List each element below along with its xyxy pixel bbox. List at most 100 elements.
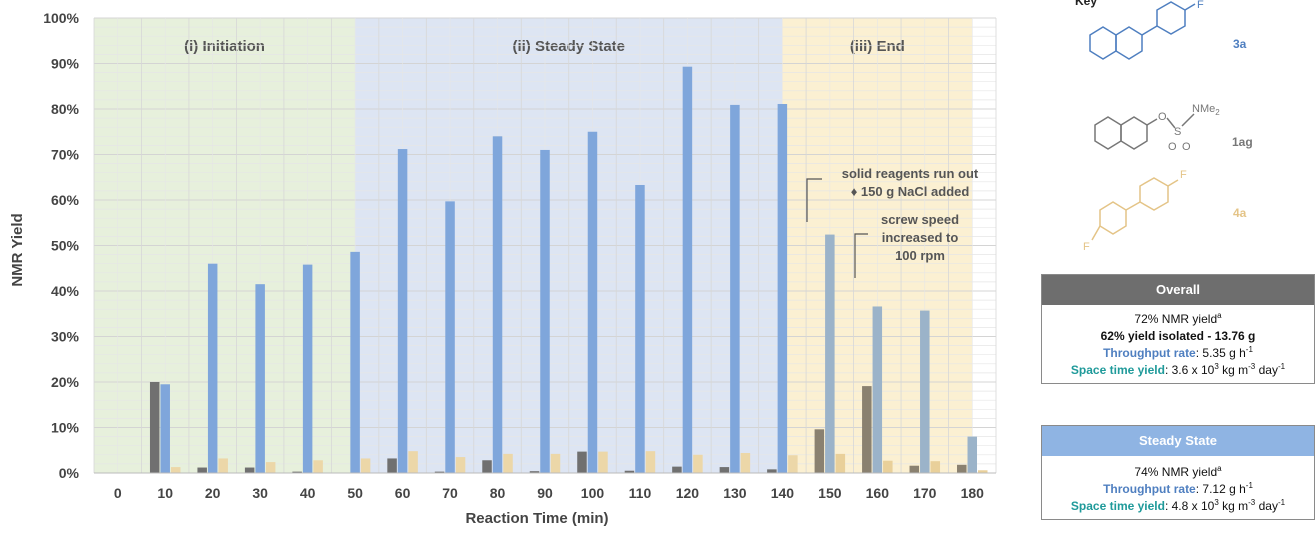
bar-3a-160	[872, 306, 883, 473]
annotation-2-line: 100 rpm	[895, 248, 945, 263]
x-tick-label: 140	[771, 485, 795, 501]
structure-4a-f1: F	[1180, 169, 1187, 181]
bar-3a-30	[255, 284, 265, 473]
overall-throughput: Throughput rate: 5.35 g h-1	[1103, 345, 1253, 361]
x-tick-label: 70	[442, 485, 458, 501]
annotation-bracket-2	[854, 233, 868, 278]
y-tick-label: 30%	[51, 329, 80, 345]
x-tick-label: 180	[961, 485, 985, 501]
bar-4a-150	[835, 453, 846, 473]
y-tick-label: 50%	[51, 238, 80, 254]
y-tick-label: 60%	[51, 192, 80, 208]
x-tick-label: 80	[490, 485, 506, 501]
y-tick-label: 100%	[43, 10, 79, 26]
compound-label-4a: 4a	[1233, 206, 1247, 220]
compound-label-3a: 3a	[1233, 37, 1247, 51]
y-tick-label: 10%	[51, 420, 80, 436]
annotation-bracket-1	[806, 178, 822, 222]
bar-3a-90	[540, 149, 550, 473]
annotation-1-line: ♦ 150 g NaCl added	[851, 184, 970, 199]
bar-1ag-170	[909, 465, 920, 473]
phase-label-0: (i) Initiation	[184, 38, 265, 55]
bar-4a-130	[740, 452, 751, 473]
bar-4a-30	[265, 462, 276, 473]
y-tick-label: 70%	[51, 147, 80, 163]
structure-3a	[1089, 1, 1196, 60]
bar-1ag-180	[957, 464, 967, 473]
key-title: Key	[1075, 0, 1098, 8]
bar-4a-110	[645, 451, 656, 473]
x-tick-label: 40	[300, 485, 316, 501]
bar-3a-180	[967, 436, 978, 473]
x-tick-label: 60	[395, 485, 411, 501]
structure-4a	[1091, 177, 1179, 241]
bar-4a-180	[978, 470, 988, 473]
bar-4a-100	[598, 451, 608, 473]
annotation-1-line: solid reagents run out	[842, 166, 979, 181]
bar-3a-100	[587, 131, 598, 473]
bar-3a-60	[397, 149, 408, 474]
x-tick-label: 160	[866, 485, 890, 501]
bar-4a-120	[693, 454, 703, 473]
steady-state-panel-body: 74% NMR yielda Throughput rate: 7.12 g h…	[1042, 456, 1314, 519]
structure-1ag-o2: O	[1168, 141, 1177, 153]
x-tick-label: 30	[252, 485, 268, 501]
overall-panel-title: Overall	[1042, 275, 1314, 305]
x-tick-label: 100	[581, 485, 605, 501]
steady-state-panel-title: Steady State	[1042, 426, 1314, 456]
x-axis-label: Reaction Time (min)	[465, 510, 608, 527]
x-tick-label: 50	[347, 485, 363, 501]
bar-1ag-110	[624, 470, 635, 473]
structure-4a-f2: F	[1083, 241, 1090, 253]
bar-4a-160	[883, 460, 893, 473]
steady-space-time-yield: Space time yield: 4.8 x 103 kg m-3 day-1	[1070, 498, 1286, 514]
x-tick-label: 120	[676, 485, 700, 501]
bar-4a-80	[503, 453, 513, 473]
y-tick-label: 0%	[59, 465, 80, 481]
x-tick-label: 90	[537, 485, 553, 501]
bar-1ag-30	[244, 467, 255, 473]
bar-3a-170	[920, 310, 930, 473]
bar-3a-110	[635, 184, 645, 474]
bar-3a-40	[302, 264, 313, 473]
bar-3a-150	[825, 234, 835, 473]
bar-1ag-100	[577, 451, 587, 473]
structure-1ag-nme2: NMe2	[1192, 103, 1220, 117]
bar-1ag-10	[149, 382, 160, 473]
bar-1ag-150	[814, 429, 825, 473]
bar-4a-40	[313, 460, 323, 473]
yield-bar-chart: (i) Initiation (ii) Steady State (iii) End…	[9, 10, 997, 527]
bar-1ag-80	[482, 460, 492, 473]
compound-label-1ag: 1ag	[1232, 135, 1253, 149]
annotation-2-line: screw speed	[881, 212, 959, 227]
annotation-2-line: increased to	[882, 230, 959, 245]
bar-1ag-60	[387, 458, 397, 473]
y-tick-label: 40%	[51, 283, 80, 299]
bar-4a-90	[550, 453, 561, 473]
y-axis-label: NMR Yield	[9, 213, 26, 286]
structure-1ag-o3: O	[1182, 141, 1191, 153]
overall-panel-body: 72% NMR yielda 62% yield isolated - 13.7…	[1042, 305, 1314, 383]
bar-4a-50	[360, 458, 371, 473]
x-tick-label: 170	[913, 485, 937, 501]
bar-4a-70	[455, 457, 466, 473]
steady-throughput: Throughput rate: 7.12 g h-1	[1103, 481, 1253, 497]
bar-3a-50	[350, 251, 360, 473]
overall-panel: Overall 72% NMR yielda 62% yield isolate…	[1041, 274, 1315, 384]
bar-1ag-130	[719, 467, 730, 473]
overall-space-time-yield: Space time yield: 3.6 x 103 kg m-3 day-1	[1070, 362, 1286, 378]
steady-state-panel: Steady State 74% NMR yielda Throughput r…	[1041, 425, 1315, 520]
x-tick-label: 150	[818, 485, 842, 501]
overall-isolated-yield: 62% yield isolated - 13.76 g	[1100, 329, 1256, 343]
x-tick-label: 110	[629, 485, 652, 501]
overall-nmr-yield: 72% NMR yielda	[1134, 311, 1222, 327]
bar-1ag-160	[862, 386, 872, 473]
bar-4a-140	[788, 455, 798, 473]
structure-1ag-o: O	[1158, 111, 1167, 123]
steady-nmr-yield: 74% NMR yielda	[1134, 464, 1222, 480]
y-tick-label: 90%	[51, 56, 80, 72]
bar-3a-140	[777, 103, 788, 474]
bar-3a-70	[445, 201, 455, 474]
bar-3a-120	[682, 66, 693, 473]
bar-1ag-120	[672, 466, 682, 473]
